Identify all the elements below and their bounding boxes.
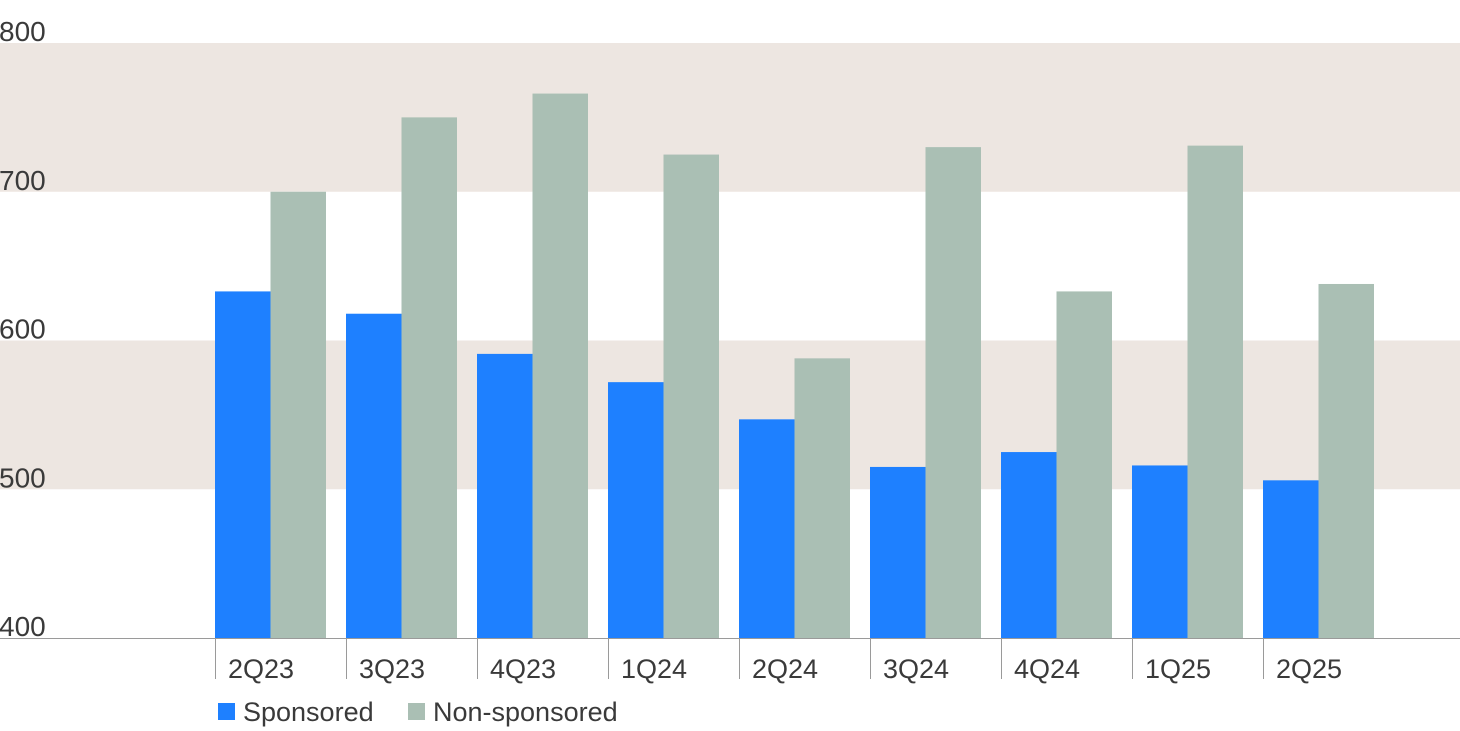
bar-non-sponsored-1q24 bbox=[663, 154, 719, 638]
x-tick-label: 2Q23 bbox=[228, 654, 294, 684]
x-tick-label: 3Q24 bbox=[883, 654, 949, 684]
x-tick-label: 2Q25 bbox=[1276, 654, 1342, 684]
y-tick-label: 600 bbox=[0, 314, 46, 345]
legend-label: Sponsored bbox=[243, 697, 374, 727]
bar-sponsored-4q24 bbox=[1001, 452, 1057, 638]
bar-non-sponsored-4q24 bbox=[1056, 291, 1112, 638]
bar-non-sponsored-3q23 bbox=[401, 117, 457, 638]
x-axis: 2Q23 3Q23 4Q23 1Q24 2Q24 3Q24 4Q24 1Q25 2Q25 bbox=[0, 638, 1460, 684]
bar-non-sponsored-2q23 bbox=[270, 191, 326, 638]
bar-non-sponsored-4q23 bbox=[532, 93, 588, 638]
bar-sponsored-3q23 bbox=[346, 313, 402, 638]
y-tick-label: 500 bbox=[0, 462, 46, 493]
legend-swatch bbox=[408, 703, 425, 720]
legend: Sponsored Non-sponsored bbox=[218, 697, 618, 727]
x-tick-label: 4Q24 bbox=[1014, 654, 1080, 684]
x-tick-label: 2Q24 bbox=[752, 654, 818, 684]
bar-non-sponsored-3q24 bbox=[925, 147, 981, 638]
x-tick-label: 4Q23 bbox=[490, 654, 556, 684]
bar-non-sponsored-2q24 bbox=[794, 358, 850, 638]
y-tick-label: 800 bbox=[0, 16, 46, 47]
legend-item-sponsored: Sponsored bbox=[218, 697, 374, 727]
bars bbox=[215, 93, 1374, 638]
bar-sponsored-1q25 bbox=[1132, 465, 1188, 638]
legend-item-non-sponsored: Non-sponsored bbox=[408, 697, 618, 727]
x-tick-label: 1Q24 bbox=[621, 654, 687, 684]
bar-sponsored-1q24 bbox=[608, 382, 664, 638]
bar-sponsored-2q23 bbox=[215, 291, 271, 638]
x-tick-label: 1Q25 bbox=[1145, 654, 1211, 684]
bar-non-sponsored-2q25 bbox=[1318, 283, 1374, 638]
bar-sponsored-2q24 bbox=[739, 419, 795, 638]
bar-sponsored-2q25 bbox=[1263, 480, 1319, 638]
y-axis-tick-labels: 400 500 600 700 800 bbox=[0, 16, 46, 642]
legend-label: Non-sponsored bbox=[433, 697, 618, 727]
y-tick-label: 700 bbox=[0, 165, 46, 196]
y-tick-label: 400 bbox=[0, 611, 46, 642]
x-tick-label: 3Q23 bbox=[359, 654, 425, 684]
bar-sponsored-4q23 bbox=[477, 353, 533, 638]
bar-sponsored-3q24 bbox=[870, 466, 926, 638]
legend-swatch bbox=[218, 703, 235, 720]
bar-non-sponsored-1q25 bbox=[1187, 145, 1243, 638]
